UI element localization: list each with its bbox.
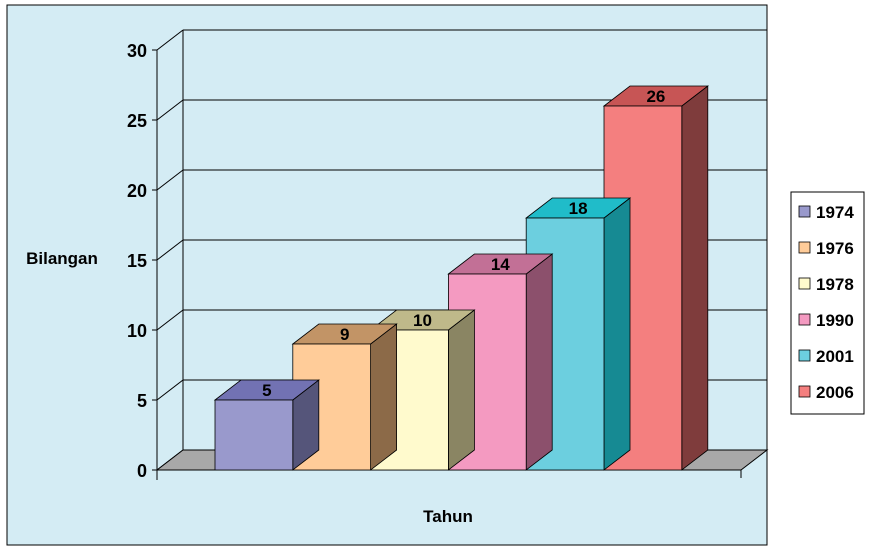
legend-label: 1990 (816, 311, 854, 330)
bar-side (681, 85, 709, 471)
legend-item: 1974 (798, 203, 854, 222)
legend: 1974 1976 1978 1990 2001 2006 (790, 191, 865, 415)
y-tick-label: 25 (127, 111, 147, 131)
legend-swatch (798, 277, 811, 290)
gridline-side (156, 239, 184, 261)
y-tick-label: 20 (127, 181, 147, 201)
data-label: 10 (413, 311, 432, 330)
y-axis-label: Bilangan (26, 249, 98, 268)
gridline-side (156, 379, 184, 401)
y-tick-label: 10 (127, 321, 147, 341)
data-label: 5 (262, 381, 271, 400)
legend-label: 1978 (816, 275, 854, 294)
legend-label: 2001 (816, 347, 854, 366)
bar-1974 (213, 379, 320, 471)
bar-side (447, 309, 475, 471)
gridline-side (156, 29, 184, 51)
bar-side (370, 323, 398, 471)
gridline-side (156, 309, 184, 331)
bar-side (603, 197, 631, 471)
data-label: 18 (569, 199, 588, 218)
legend-item: 2006 (798, 383, 854, 402)
bar-side (525, 253, 553, 471)
legend-swatch (798, 313, 811, 326)
legend-label: 2006 (816, 383, 854, 402)
legend-label: 1976 (816, 239, 854, 258)
bar-front (214, 399, 294, 471)
legend-swatch (798, 241, 811, 254)
gridline-side (156, 99, 184, 121)
y-axis: 0 5 10 15 20 25 30 (127, 41, 158, 481)
legend-item: 1976 (798, 239, 854, 258)
y-tick-label: 15 (127, 251, 147, 271)
legend-item: 1990 (798, 311, 854, 330)
x-axis-label: Tahun (423, 507, 473, 526)
legend-item: 1978 (798, 275, 854, 294)
gridline-side (156, 169, 184, 191)
y-tick-label: 0 (137, 461, 147, 481)
data-label: 9 (340, 325, 349, 344)
legend-swatch (798, 385, 811, 398)
data-label: 26 (646, 87, 665, 106)
legend-box (790, 191, 865, 415)
data-label: 14 (491, 255, 510, 274)
y-tick-label: 5 (137, 391, 147, 411)
y-tick-label: 30 (127, 41, 147, 61)
bars (213, 85, 709, 471)
legend-swatch (798, 349, 811, 362)
legend-swatch (798, 205, 811, 218)
data-labels: 5 9 10 14 18 26 (262, 87, 665, 400)
legend-item: 2001 (798, 347, 854, 366)
legend-label: 1974 (816, 203, 854, 222)
